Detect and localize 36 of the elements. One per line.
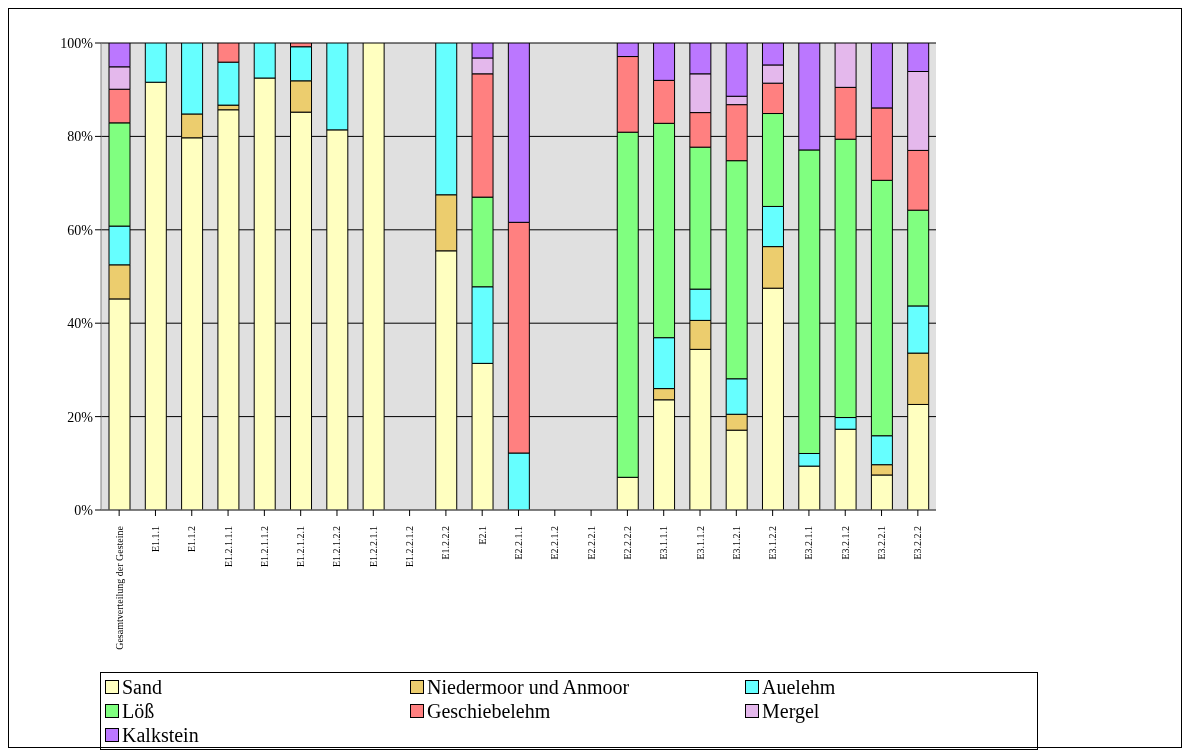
x-tick-label: E3.2.2.1: [876, 526, 888, 560]
y-tick-label: 60%: [67, 222, 94, 238]
x-tick-label: E3.1.2.1: [730, 526, 742, 560]
x-tick-label: E1.2.2.1.1: [367, 526, 379, 568]
x-tick-label: E2.2.1.1: [513, 526, 524, 560]
legend-label: Geschiebelehm: [427, 699, 551, 723]
x-tick-label: E3.2.1.1: [803, 526, 815, 560]
x-tick-label: E3.1.1.1: [658, 526, 670, 560]
x-tick-label: E2.2.2.1: [585, 526, 597, 560]
legend-label: Niedermoor und Anmoor: [427, 675, 630, 699]
x-tick-label: E1.1.1: [149, 526, 161, 553]
x-tick-label: E1.2.1.1.2: [258, 526, 270, 568]
x-tick-label: E1.2.1.2.2: [331, 526, 343, 568]
y-tick-label: 0%: [74, 502, 94, 518]
legend-label: Auelehm: [762, 675, 836, 699]
y-tick-label: 40%: [67, 316, 94, 332]
x-tick-label: E1.2.1.1.1: [222, 526, 234, 568]
y-tick-label: 100%: [60, 35, 94, 51]
x-tick-label: Gesamtverteilung der Gesteine: [113, 525, 125, 650]
x-tick-label: E3.1.2.2: [767, 526, 779, 560]
y-tick-label: 80%: [67, 129, 94, 145]
x-tick-label: E3.1.1.2: [694, 526, 706, 560]
x-tick-label: E2.1: [476, 526, 488, 545]
legend-label: Löß: [122, 699, 155, 723]
x-tick-label: E2.2.1.2: [549, 526, 561, 560]
legend-label: Kalkstein: [122, 723, 199, 747]
x-tick-label: E1.2.1.2.1: [295, 526, 307, 568]
y-tick-label: 20%: [67, 409, 94, 425]
x-tick-label: E3.2.2.2: [912, 526, 924, 560]
x-tick-label: E3.2.1.2: [839, 526, 851, 560]
legend-label: Mergel: [762, 699, 820, 723]
x-tick-label: E1.2.2.1.2: [404, 526, 416, 568]
legend-label: Sand: [122, 675, 162, 699]
x-tick-label: E2.2.2.2: [621, 526, 633, 560]
x-tick-label: E1.1.2: [186, 526, 198, 553]
x-tick-label: E1.2.2.2: [440, 526, 452, 560]
